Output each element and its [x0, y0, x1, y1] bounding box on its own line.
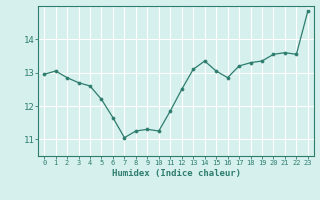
X-axis label: Humidex (Indice chaleur): Humidex (Indice chaleur) — [111, 169, 241, 178]
